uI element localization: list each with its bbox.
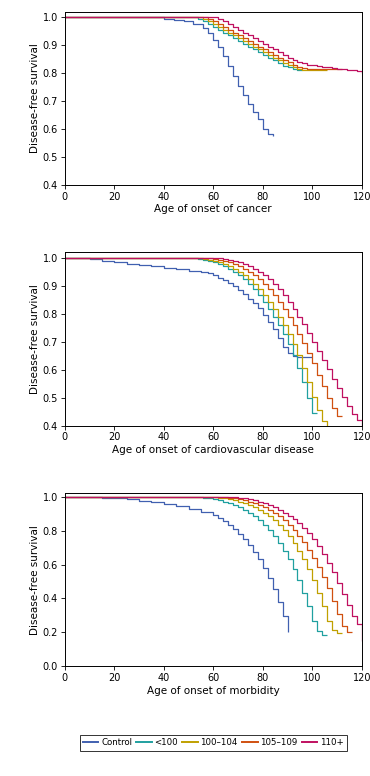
Legend: Control, <100, 100–104, 105–109, 110+: Control, <100, 100–104, 105–109, 110+ <box>80 735 347 751</box>
Y-axis label: Disease-free survival: Disease-free survival <box>30 43 40 153</box>
Y-axis label: Disease-free survival: Disease-free survival <box>30 284 40 394</box>
X-axis label: Age of onset of morbidity: Age of onset of morbidity <box>147 686 280 696</box>
X-axis label: Age of onset of cardiovascular disease: Age of onset of cardiovascular disease <box>112 445 314 456</box>
Y-axis label: Disease-free survival: Disease-free survival <box>30 525 40 635</box>
X-axis label: Age of onset of cancer: Age of onset of cancer <box>155 204 272 214</box>
